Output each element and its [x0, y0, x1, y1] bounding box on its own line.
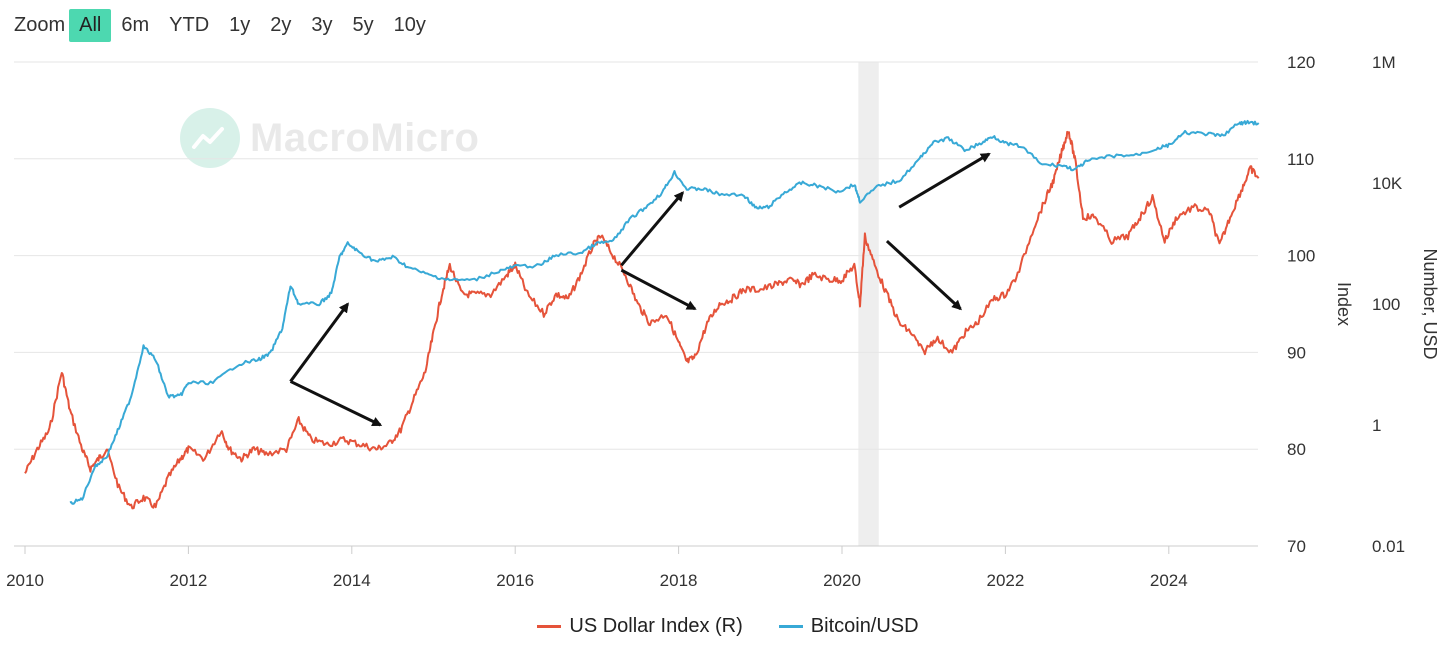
zoom-2y-button[interactable]: 2y — [270, 13, 292, 36]
left-axis-tick-label: 80 — [1287, 440, 1306, 459]
legend-item-dxy[interactable]: US Dollar Index (R) — [537, 615, 743, 638]
annotation-arrow-down — [289, 380, 383, 427]
zoom-6m-button[interactable]: 6m — [121, 13, 150, 36]
zoom-5y-button[interactable]: 5y — [352, 13, 374, 36]
zoom-all-button[interactable]: All — [69, 8, 112, 42]
x-axis-tick-label: 2014 — [333, 571, 371, 590]
right-axis-tick-label: 100 — [1372, 295, 1400, 314]
legend-label-btc: Bitcoin/USD — [810, 615, 919, 637]
legend-label-dxy: US Dollar Index (R) — [569, 615, 743, 637]
x-axis-tick-label: 2020 — [823, 571, 861, 590]
annotation-arrow-down — [885, 239, 962, 311]
right-axis-tick-label: 1 — [1372, 416, 1381, 435]
right-axis-tick-label: 10K — [1372, 174, 1403, 193]
left-axis-tick-label: 120 — [1287, 53, 1315, 72]
right-axis-tick-label: 1M — [1372, 53, 1396, 72]
annotation-arrow-up — [289, 302, 349, 383]
zoom-1y-button[interactable]: 1y — [229, 13, 251, 36]
zoom-bar: Zoom All 6m YTD 1y 2y 3y 5y 10y — [14, 8, 436, 42]
zoom-label: Zoom — [14, 13, 66, 36]
x-axis-tick-label: 2010 — [6, 571, 44, 590]
left-axis-tick-label: 90 — [1287, 343, 1306, 362]
annotation-arrow-down — [620, 268, 697, 311]
zoom-3y-button[interactable]: 3y — [311, 13, 333, 36]
legend-item-btc[interactable]: Bitcoin/USD — [778, 615, 919, 638]
legend-swatch-dxy — [537, 625, 562, 628]
zoom-10y-button[interactable]: 10y — [393, 13, 426, 36]
watermark-text: MacroMicro — [250, 115, 480, 160]
left-axis-tick-label: 70 — [1287, 537, 1306, 556]
annotation-arrow-up — [898, 152, 991, 209]
recession-band — [858, 62, 879, 546]
macromicro-logo-icon — [180, 108, 240, 168]
zoom-ytd-button[interactable]: YTD — [169, 13, 210, 36]
annotation-arrow-up — [620, 191, 684, 267]
left-axis-tick-label: 100 — [1287, 247, 1315, 266]
legend-swatch-btc — [778, 625, 803, 628]
right-axis-tick-label: 0.01 — [1372, 537, 1405, 556]
legend: US Dollar Index (R) Bitcoin/USD — [0, 615, 1456, 638]
x-axis-tick-label: 2012 — [169, 571, 207, 590]
series-line-btc — [69, 119, 1260, 505]
watermark: MacroMicro — [180, 108, 480, 168]
series-line-dxy — [24, 130, 1260, 510]
x-axis-tick-label: 2024 — [1150, 571, 1188, 590]
x-axis-tick-label: 2016 — [496, 571, 534, 590]
right-axis-title: Number, USD — [1420, 248, 1440, 359]
x-axis-tick-label: 2022 — [986, 571, 1024, 590]
left-axis-tick-label: 110 — [1287, 150, 1314, 169]
left-axis-title: Index — [1334, 282, 1354, 326]
x-axis-tick-label: 2018 — [660, 571, 698, 590]
